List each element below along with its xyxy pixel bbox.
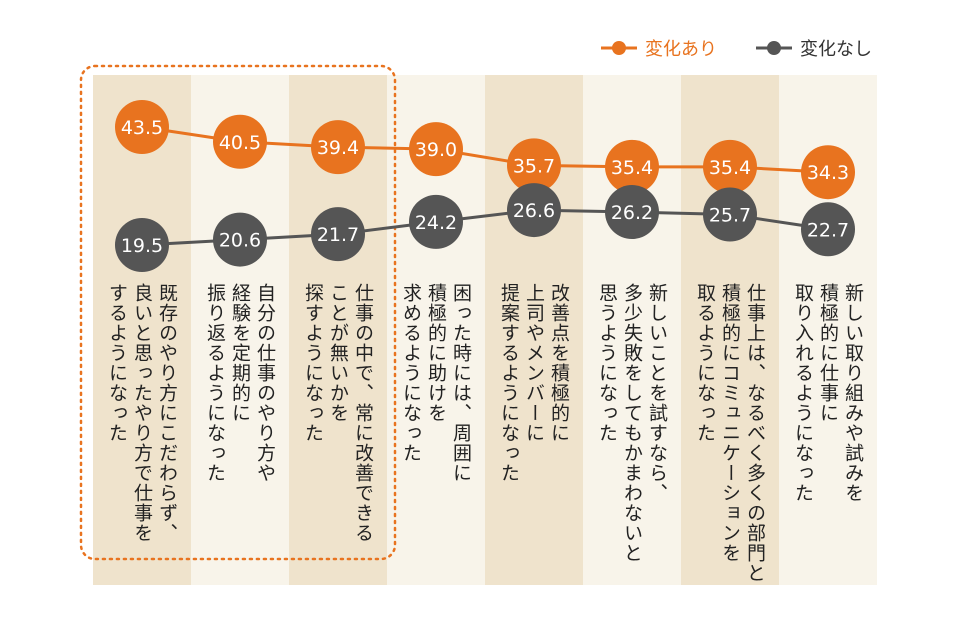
highlight-outline bbox=[79, 64, 397, 561]
data-label-unchanged-1: 19.5 bbox=[121, 235, 163, 257]
point-changed-3 bbox=[311, 120, 365, 175]
legend-label-unchanged: 変化なし bbox=[800, 39, 872, 60]
legend-marker-unchanged bbox=[756, 41, 792, 55]
category-label-8: 新しい取り組みや試みを 積極的に仕事に 取り入れるようになった bbox=[792, 283, 864, 503]
data-label-unchanged-7: 25.7 bbox=[709, 205, 751, 227]
point-unchanged-4 bbox=[409, 194, 463, 249]
point-changed-1 bbox=[115, 100, 169, 154]
point-changed-4 bbox=[409, 122, 463, 177]
data-label-changed-7: 35.4 bbox=[709, 157, 751, 179]
legend-label-changed: 変化あり bbox=[645, 39, 717, 60]
data-label-unchanged-6: 26.2 bbox=[611, 202, 653, 224]
data-label-unchanged-4: 24.2 bbox=[415, 212, 457, 234]
category-label-2: 自分の仕事のやり方や 経験を定期的に 振り返るようになった bbox=[204, 283, 276, 483]
category-label-6: 新しいことを試すなら、 多少失敗をしてもかまわないと 思うようになった bbox=[596, 283, 668, 563]
point-unchanged-5 bbox=[507, 183, 561, 238]
category-label-7: 仕事上は、なるべく多くの部門と 積極的にコミュニケーションを 取るようになった bbox=[694, 283, 766, 583]
data-label-changed-1: 43.5 bbox=[121, 117, 163, 139]
point-changed-5 bbox=[507, 138, 561, 193]
legend-item-changed: 変化あり bbox=[601, 34, 717, 62]
data-label-changed-5: 35.7 bbox=[513, 155, 555, 177]
point-unchanged-2 bbox=[213, 212, 267, 267]
data-label-changed-6: 35.4 bbox=[611, 157, 653, 179]
data-label-changed-3: 39.4 bbox=[317, 137, 359, 159]
point-changed-6 bbox=[605, 139, 659, 194]
point-changed-8 bbox=[801, 145, 855, 200]
point-changed-2 bbox=[213, 114, 267, 169]
point-unchanged-7 bbox=[703, 187, 757, 242]
point-unchanged-3 bbox=[311, 207, 365, 262]
data-label-unchanged-8: 22.7 bbox=[807, 219, 849, 241]
data-label-unchanged-2: 20.6 bbox=[219, 230, 261, 252]
category-label-3: 仕事の中で、常に改善できる ことが無いかを 探すようになった bbox=[302, 283, 374, 543]
data-points: 43.5 40.5 39.4 39.0 35.7 35.4 35.4 34.3 19.5 20.6… bbox=[115, 100, 855, 272]
point-unchanged-1 bbox=[115, 218, 169, 272]
point-unchanged-6 bbox=[605, 185, 659, 240]
legend-marker-changed bbox=[601, 41, 637, 55]
highlight-group bbox=[79, 64, 397, 561]
legend-item-unchanged: 変化なし bbox=[756, 34, 872, 62]
data-label-changed-8: 34.3 bbox=[807, 162, 849, 184]
category-label-1: 既存のやり方にこだわらず、 良いと思ったやり方で仕事を するようになった bbox=[106, 283, 178, 543]
category-label-5: 改善点を積極的に 上司やメンバーに 提案するようになった bbox=[498, 283, 570, 483]
data-label-changed-4: 39.0 bbox=[415, 139, 457, 161]
data-label-unchanged-5: 26.6 bbox=[513, 200, 555, 222]
point-unchanged-8 bbox=[801, 202, 855, 257]
point-changed-7 bbox=[703, 139, 757, 194]
column-background-1 bbox=[93, 75, 191, 585]
data-label-changed-2: 40.5 bbox=[219, 132, 261, 154]
data-label-unchanged-3: 21.7 bbox=[317, 224, 359, 246]
category-label-4: 困った時には、周囲に 積極的に助けを 求めるようになった bbox=[400, 283, 472, 483]
